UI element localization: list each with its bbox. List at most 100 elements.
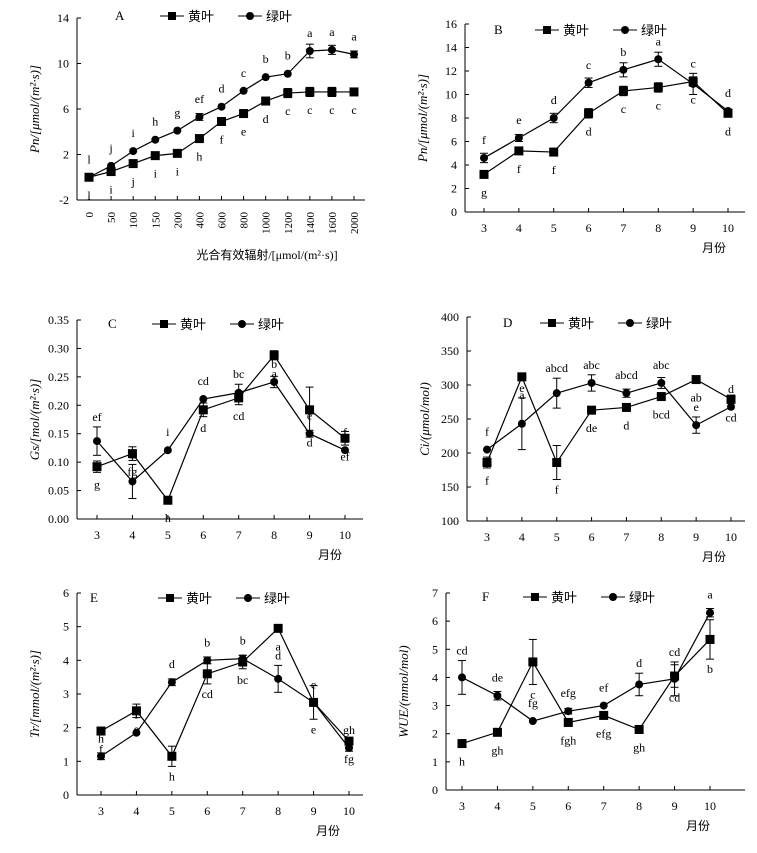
data-point xyxy=(706,608,714,617)
data-point xyxy=(234,388,243,397)
data-label: fg xyxy=(344,752,354,766)
x-tick-label: 3 xyxy=(459,799,465,813)
data-label: b xyxy=(285,49,291,63)
data-label: g xyxy=(174,106,180,120)
legend-green: 绿叶 xyxy=(629,590,655,605)
data-label: h xyxy=(98,731,104,745)
legend-yellow: 黄叶 xyxy=(180,317,206,332)
y-tick-label: 7 xyxy=(432,586,438,600)
data-label: abc xyxy=(653,358,670,372)
legend-green: 绿叶 xyxy=(258,317,284,332)
data-point xyxy=(239,86,248,95)
data-label: c xyxy=(530,687,535,701)
data-label: c xyxy=(586,58,591,72)
data-label: h xyxy=(459,755,465,769)
data-label: e xyxy=(311,722,316,736)
panel-f: 0 1 2 3 4 5 6 7 3 4 5 6 7 8 9 10 WUE/(mmol/mol) 月份 F 黄叶 绿叶 h g… xyxy=(396,586,745,833)
x-tick-label: 7 xyxy=(620,221,626,235)
data-point xyxy=(528,717,537,726)
data-label: c xyxy=(285,104,290,118)
data-point xyxy=(305,429,314,438)
data-point xyxy=(132,728,141,737)
series-green: cd de fg efg ef d cd a xyxy=(456,588,714,726)
y-tick-label: 0.10 xyxy=(48,455,69,469)
data-point xyxy=(217,102,226,111)
data-label: d xyxy=(275,648,281,662)
data-point xyxy=(163,495,173,505)
data-point xyxy=(261,96,271,106)
x-axis-title: 月份 xyxy=(686,819,710,833)
data-label: ab xyxy=(690,391,701,405)
y-tick-label: 0 xyxy=(432,783,438,797)
data-point xyxy=(203,656,212,665)
y-tick-label: 400 xyxy=(441,310,459,324)
y-tick-label: 0.30 xyxy=(48,341,69,355)
y-tick-label: 8 xyxy=(451,111,457,125)
y-axis-title: WUE/(mmol/mol) xyxy=(396,645,411,737)
data-label: f xyxy=(134,708,138,722)
data-point xyxy=(131,706,141,716)
series-line xyxy=(486,382,732,451)
series-line xyxy=(96,381,346,483)
x-tick-label: 7 xyxy=(601,799,607,813)
x-tick-label: 8 xyxy=(275,804,281,818)
x-tick-label: 3 xyxy=(98,804,104,818)
y-tick-label: 150 xyxy=(441,480,459,494)
x-tick-label: 100 xyxy=(128,212,140,229)
data-point xyxy=(198,405,208,415)
data-point xyxy=(163,446,172,455)
data-label: e xyxy=(693,400,698,414)
legend: 黄叶 绿叶 xyxy=(535,23,667,38)
data-point xyxy=(106,167,116,177)
x-tick-label: 4 xyxy=(516,221,522,235)
data-label: b xyxy=(707,662,713,676)
y-tick-label: 5 xyxy=(432,642,438,656)
data-label: gh xyxy=(633,740,645,754)
data-point xyxy=(619,65,628,74)
data-label: c xyxy=(690,56,695,70)
data-point xyxy=(85,173,93,182)
data-point xyxy=(309,698,318,707)
x-tick-label: 9 xyxy=(672,799,678,813)
data-point xyxy=(199,395,208,404)
data-point xyxy=(599,710,609,720)
y-tick-label: 5 xyxy=(63,620,69,634)
data-point xyxy=(549,114,558,122)
legend-circle-marker xyxy=(621,26,629,34)
data-label: cd xyxy=(456,644,467,658)
y-tick-label: 6 xyxy=(432,614,438,628)
data-point xyxy=(635,680,644,689)
data-point xyxy=(341,446,349,455)
data-point xyxy=(480,153,488,162)
data-point xyxy=(587,378,596,387)
data-label: c xyxy=(307,103,312,117)
data-point xyxy=(349,87,359,97)
x-tick-label: 4 xyxy=(129,528,135,542)
data-point xyxy=(670,674,679,683)
data-label: d xyxy=(219,82,225,96)
x-tick-label: 9 xyxy=(690,221,696,235)
data-point xyxy=(202,669,212,679)
data-point xyxy=(691,375,701,385)
y-tick-label: 100 xyxy=(441,514,459,528)
data-point xyxy=(340,433,350,443)
x-tick-label: 7 xyxy=(623,530,629,544)
x-tick-label: 8 xyxy=(271,528,277,542)
x-tick-label: 1200 xyxy=(283,212,295,235)
data-point xyxy=(564,707,573,716)
x-tick-label: 3 xyxy=(481,221,487,235)
data-point xyxy=(167,751,177,761)
data-point xyxy=(283,69,292,78)
y-tick-label: 12 xyxy=(445,64,457,78)
y-tick-label: 0.25 xyxy=(48,370,69,384)
panel-b: 0 2 4 6 8 10 12 14 16 3 4 5 6 7 8 9 10 Pn/[μmol/(m²·s)] 月份… xyxy=(415,17,745,255)
series-line xyxy=(483,58,729,159)
data-label: cd xyxy=(725,410,736,424)
x-tick-label: 1000 xyxy=(261,212,273,235)
data-point xyxy=(238,654,247,663)
data-point xyxy=(483,445,491,454)
data-label: d xyxy=(636,656,642,670)
